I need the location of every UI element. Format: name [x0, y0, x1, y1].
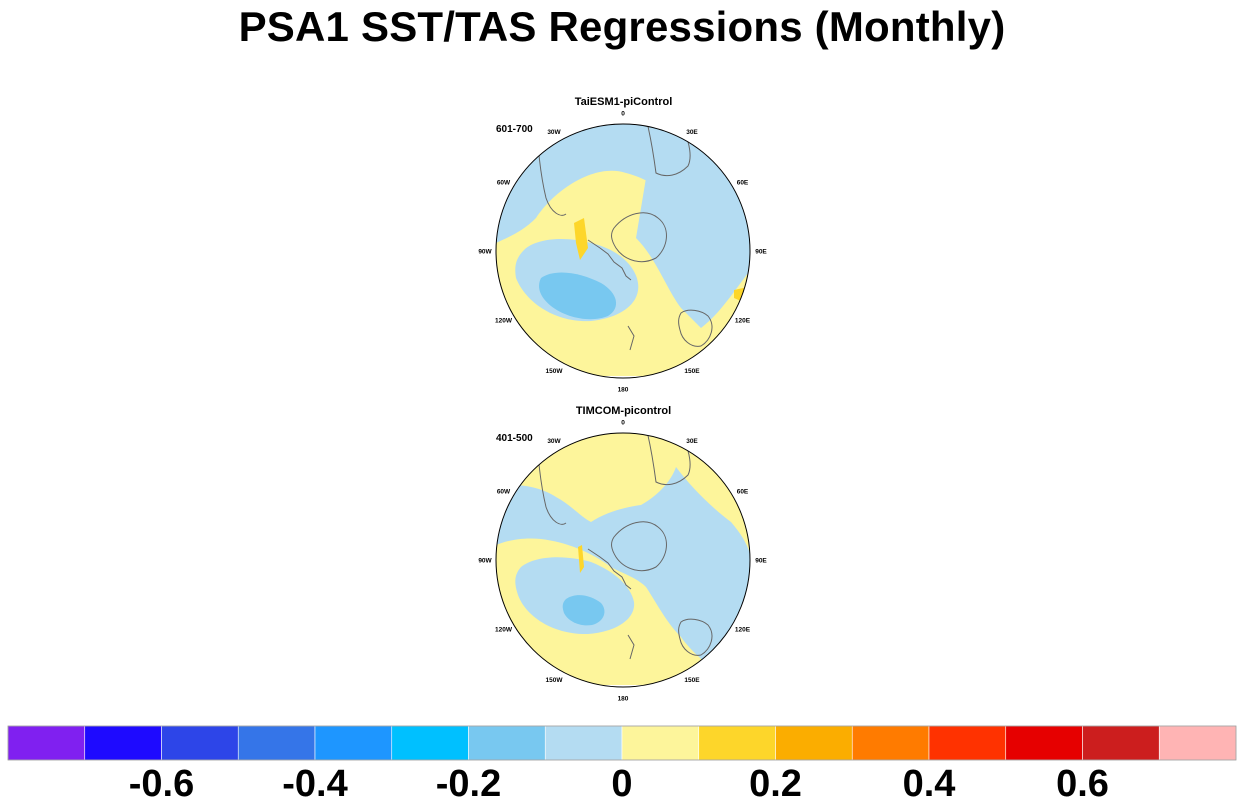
longitude-label-120e: 120E	[735, 318, 751, 325]
longitude-label-150w: 150W	[546, 677, 564, 684]
colorbar-box	[84, 725, 162, 761]
colorbar-box	[1005, 725, 1083, 761]
colorbar	[7, 725, 1237, 761]
panel-2-period: 401-500	[496, 433, 533, 444]
colorbar-border	[7, 725, 1237, 761]
longitude-label-90e: 90E	[755, 249, 767, 256]
colorbar-label: 0.4	[902, 763, 956, 805]
longitude-label-150e: 150E	[684, 368, 700, 375]
colorbar-box	[468, 725, 546, 761]
colorbar-label: 0	[611, 763, 633, 805]
colorbar-box	[851, 725, 930, 761]
longitude-label-0: 0	[621, 420, 625, 427]
longitude-label-120w: 120W	[495, 318, 513, 325]
longitude-label-30e: 30E	[686, 438, 698, 445]
longitude-label-60e: 60E	[737, 180, 749, 187]
figure-title: PSA1 SST/TAS Regressions (Monthly)	[238, 3, 1006, 50]
longitude-label-150w: 150W	[546, 368, 564, 375]
longitude-label-60w: 60W	[497, 180, 511, 187]
colorbar-box	[621, 725, 700, 761]
longitude-label-120e: 120E	[735, 627, 751, 634]
colorbar-box	[544, 725, 623, 761]
longitude-label-120w: 120W	[495, 627, 513, 634]
longitude-label-60w: 60W	[497, 489, 511, 496]
colorbar-box	[775, 725, 853, 761]
longitude-label-30w: 30W	[547, 129, 561, 136]
panel-1-polar-map: 0 30E 60E 90E 120E 150E 180 150W 120W 90W 60W 30W	[478, 111, 767, 394]
panel-2-polar-map: 0 30E 60E 90E 120E 150E 180 150W 120W 90W 60W 30W	[478, 420, 767, 703]
colorbar-label: -0.4	[282, 763, 348, 805]
colorbar-label: 0.2	[749, 763, 802, 805]
longitude-label-150e: 150E	[684, 677, 700, 684]
longitude-label-90w: 90W	[478, 249, 492, 256]
longitude-label-180: 180	[618, 696, 629, 703]
colorbar-box	[698, 725, 776, 761]
colorbar-box	[1082, 725, 1160, 761]
longitude-label-30w: 30W	[547, 438, 561, 445]
colorbar-box	[161, 725, 239, 761]
panel-2-title: TIMCOM-picontrol	[575, 405, 672, 417]
longitude-label-60e: 60E	[737, 489, 749, 496]
longitude-label-90w: 90W	[478, 558, 492, 565]
panel-1-title: TaiESM1-piControl	[574, 96, 673, 108]
longitude-label-90e: 90E	[755, 558, 767, 565]
colorbar-label: -0.2	[435, 763, 502, 805]
colorbar-box	[7, 725, 86, 761]
colorbar-box	[314, 725, 393, 761]
colorbar-box	[237, 725, 316, 761]
colorbar-box	[391, 725, 469, 761]
longitude-label-30e: 30E	[686, 129, 698, 136]
colorbar-label: -0.6	[128, 763, 195, 805]
colorbar-label: 0.6	[1056, 763, 1109, 805]
colorbar-box	[928, 725, 1007, 761]
colorbar-box	[1158, 725, 1237, 761]
panel-1-period: 601-700	[496, 124, 533, 135]
longitude-label-0: 0	[621, 111, 625, 118]
longitude-label-180: 180	[618, 387, 629, 394]
